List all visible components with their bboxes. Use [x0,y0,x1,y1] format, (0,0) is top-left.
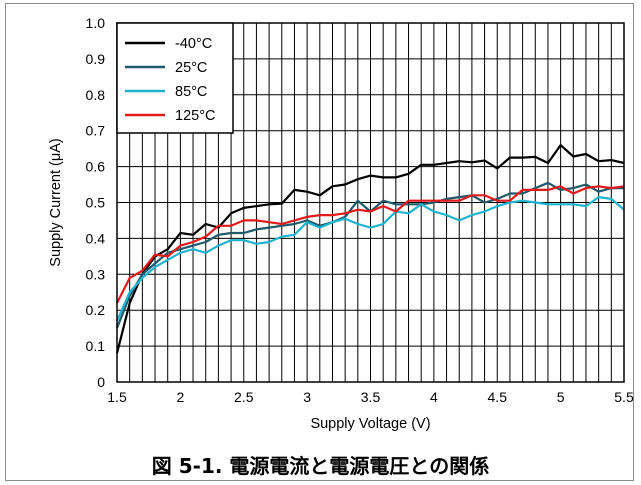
x-tick-label: 5.5 [614,389,634,405]
y-tick-label: 0.2 [86,302,106,318]
x-tick-label: 2 [176,389,184,405]
x-tick-label: 3.5 [361,389,381,405]
legend-label: -40°C [175,36,212,52]
y-tick-label: 0.1 [86,338,106,354]
y-tick-label: 0.5 [86,195,106,211]
legend-label: 25°C [175,60,207,76]
legend-label: 85°C [175,84,207,100]
y-tick-label: 0.9 [86,51,106,67]
plot-border [116,22,625,383]
y-tick-label: 0.6 [86,159,106,175]
x-axis-ticks: 1.5 2 2.5 3 3.5 4 4.5 5 5.5 [107,389,634,405]
series-line-2 [115,196,625,322]
legend-label: 125°C [175,108,215,124]
series-line-0 [115,144,625,354]
x-tick-label: 2.5 [234,389,254,405]
y-tick-label: 0.7 [86,123,106,139]
x-axis-label: Supply Voltage (V) [310,416,430,432]
series-line-3 [116,185,625,304]
y-tick-label: 1.0 [86,15,106,31]
x-tick-label: 3 [303,389,311,405]
figure-caption: 図 5-1. 電源電流と電源電圧との関係 [151,454,490,478]
x-tick-label: 4.5 [488,389,508,405]
supply-current-chart: 1.5 2 2.5 3 3.5 4 4.5 5 5.5 00.10.20.30.40.50.60… [48,15,634,432]
figure-frame [5,3,634,481]
y-axis-label: Supply Current (μA) [48,138,64,266]
x-tick-label: 4 [430,389,438,405]
series-layer [115,144,625,354]
legend: -40°C 25°C 85°C 125°C [116,22,234,134]
y-tick-label: 0 [97,374,105,390]
y-tick-label: 0.8 [86,87,106,103]
x-tick-label: 5 [557,389,565,405]
y-axis-ticks: 0 0.1 0.2 0.3 0.4 0.5 0.6 0.7 0.8 0.9 1.0 [86,15,106,390]
x-tick-label: 1.5 [107,389,127,405]
y-tick-label: 0.4 [86,230,106,246]
y-tick-label: 0.3 [86,266,106,282]
